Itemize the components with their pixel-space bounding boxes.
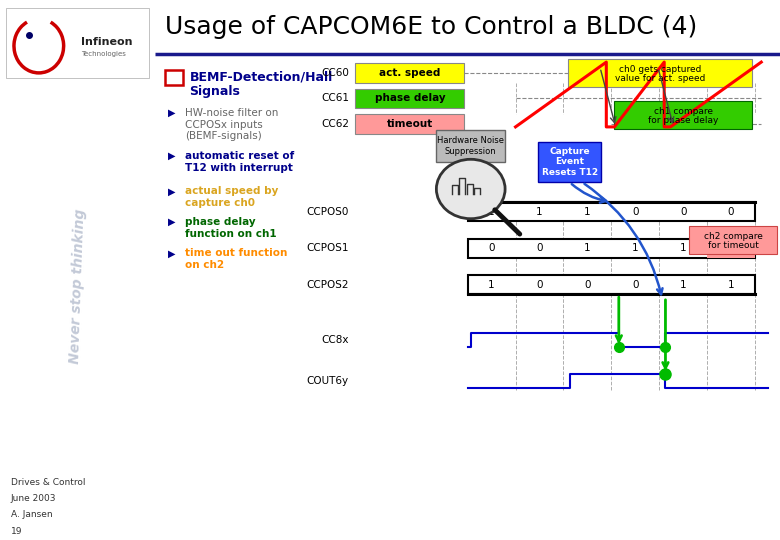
Text: actual speed by
capture ch0: actual speed by capture ch0 (185, 186, 278, 208)
Text: June 2003: June 2003 (11, 494, 56, 503)
Text: 1: 1 (680, 244, 686, 253)
Bar (355, 63, 464, 83)
Text: phase delay: phase delay (374, 93, 445, 103)
Text: CCPOS2: CCPOS2 (307, 280, 349, 289)
Bar (165, 70, 183, 85)
Text: Event: Event (555, 158, 584, 166)
Text: 1: 1 (584, 207, 590, 217)
Text: CC8x: CC8x (321, 335, 349, 345)
Text: ▶: ▶ (168, 186, 176, 197)
Text: ch0 gets captured: ch0 gets captured (619, 65, 701, 74)
Text: value for act. speed: value for act. speed (615, 74, 705, 83)
Text: CC62: CC62 (321, 119, 349, 129)
Bar (355, 89, 464, 108)
Text: CCPOS0: CCPOS0 (307, 207, 349, 217)
Text: Suppression: Suppression (445, 147, 497, 156)
Text: 0: 0 (536, 280, 543, 289)
Circle shape (436, 159, 505, 219)
Bar (355, 114, 464, 134)
Text: 0: 0 (632, 280, 639, 289)
FancyBboxPatch shape (6, 8, 149, 78)
Text: 1: 1 (680, 280, 686, 289)
Text: 0: 0 (536, 244, 543, 253)
Text: Usage of CAPCOM6E to Control a BLDC (4): Usage of CAPCOM6E to Control a BLDC (4) (165, 15, 697, 39)
Bar (468, 239, 755, 258)
Text: 1: 1 (536, 207, 543, 217)
Text: 1: 1 (632, 244, 639, 253)
Text: Resets T12: Resets T12 (541, 168, 597, 177)
Text: ch1 compare: ch1 compare (654, 107, 713, 116)
Bar (615, 101, 752, 129)
Text: 1: 1 (728, 280, 735, 289)
Text: Hardware Noise: Hardware Noise (438, 136, 504, 145)
Text: 19: 19 (11, 526, 23, 536)
Text: 0: 0 (680, 207, 686, 217)
Text: 0: 0 (488, 244, 495, 253)
Bar (568, 59, 752, 86)
Text: 1: 1 (488, 207, 495, 217)
Text: CC60: CC60 (321, 68, 349, 78)
Text: CCPOS1: CCPOS1 (307, 244, 349, 253)
Text: 0: 0 (728, 207, 734, 217)
Text: act. speed: act. speed (379, 68, 441, 78)
Text: timeout: timeout (387, 119, 433, 129)
Text: HW-noise filter on
CCPOSx inputs
(BEMF-signals): HW-noise filter on CCPOSx inputs (BEMF-s… (185, 108, 278, 141)
Text: 1: 1 (584, 244, 590, 253)
Text: 1: 1 (488, 280, 495, 289)
Text: automatic reset of
T12 with interrupt: automatic reset of T12 with interrupt (185, 151, 295, 173)
Bar (690, 226, 777, 254)
Text: CC61: CC61 (321, 93, 349, 103)
Text: Never stop thinking: Never stop thinking (68, 208, 87, 364)
Text: Technologies: Technologies (80, 51, 126, 57)
Text: 1: 1 (728, 244, 735, 253)
Text: 0: 0 (632, 207, 639, 217)
Text: 0: 0 (584, 280, 590, 289)
Text: ▶: ▶ (168, 108, 176, 118)
Text: BEMF-Detection/Hall
Signals: BEMF-Detection/Hall Signals (190, 70, 333, 98)
Text: ▶: ▶ (168, 217, 176, 227)
Text: phase delay
function on ch1: phase delay function on ch1 (185, 217, 277, 239)
Bar (468, 202, 755, 221)
Bar (538, 141, 601, 183)
Text: ▶: ▶ (168, 248, 176, 259)
Bar (436, 130, 505, 162)
Bar (707, 239, 755, 258)
Bar (468, 275, 755, 294)
Text: time out function
on ch2: time out function on ch2 (185, 248, 288, 270)
Text: ▶: ▶ (168, 151, 176, 161)
Text: for phase delay: for phase delay (648, 116, 718, 125)
Text: A. Jansen: A. Jansen (11, 510, 52, 519)
Text: COUT6y: COUT6y (307, 376, 349, 386)
Text: Capture: Capture (549, 147, 590, 156)
Text: ch2 compare: ch2 compare (704, 232, 763, 241)
Text: for timeout: for timeout (707, 241, 759, 250)
Text: Drives & Control: Drives & Control (11, 478, 85, 487)
Text: Infineon: Infineon (80, 37, 133, 47)
